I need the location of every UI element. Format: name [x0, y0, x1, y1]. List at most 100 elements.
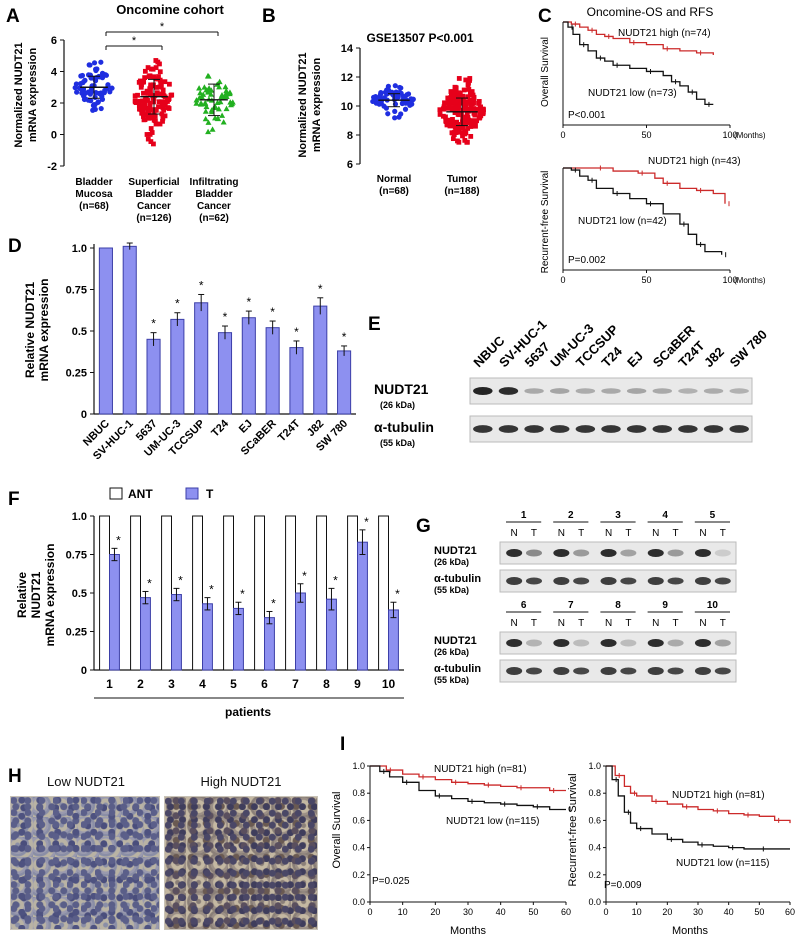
data-point [468, 124, 474, 129]
data-point [158, 83, 164, 89]
blot-band [525, 577, 543, 585]
y-tick-label: 0.4 [588, 843, 601, 853]
x-tick-label: 1 [106, 677, 113, 691]
group-label: (n=188) [444, 186, 479, 197]
data-point [209, 126, 216, 132]
y-tick-label: 12 [341, 72, 353, 84]
data-point [91, 60, 98, 66]
data-point [465, 139, 470, 145]
data-point [449, 130, 455, 136]
x-tick-label: 40 [496, 907, 506, 917]
sig-star: * [294, 325, 299, 339]
x-tick-label: 0 [603, 907, 608, 917]
data-point [145, 98, 150, 103]
patient-number: 1 [521, 510, 527, 521]
data-point [136, 79, 142, 85]
blot-band [667, 639, 684, 647]
data-point [452, 129, 458, 134]
data-point [142, 117, 148, 122]
group-label: Bladder [135, 189, 172, 200]
patient-number: 7 [568, 600, 574, 611]
panel-letter-d: D [8, 236, 22, 257]
blot-band [620, 639, 637, 647]
x-unit-label: (Months) [734, 276, 766, 285]
panel-c-rfs-plot: Recurrent-free Survival NUDT21 high (n=4… [540, 156, 766, 285]
data-point [148, 114, 154, 119]
data-point [455, 122, 461, 127]
data-point [460, 107, 465, 113]
data-point [444, 121, 450, 126]
x-tick-label: 30 [693, 907, 703, 917]
blot-row-sublabel: (26 kDa) [434, 557, 469, 567]
data-point [480, 106, 486, 112]
panel-i-rfs-pvalue: P=0.009 [604, 880, 642, 891]
y-tick-label: 6 [51, 35, 57, 47]
data-point [136, 103, 142, 108]
panel-d-ylabel-2: mRNA expression [37, 279, 51, 382]
data-point [392, 115, 398, 121]
sig-star: * [116, 533, 121, 547]
patient-number: 5 [710, 510, 716, 521]
y-tick-label: 1.0 [72, 511, 87, 523]
blot-band [647, 667, 664, 675]
blot-row-label: NUDT21 [374, 381, 429, 397]
sig-star: * [333, 573, 338, 587]
data-point [102, 72, 109, 78]
data-point [104, 85, 110, 91]
x-tick-label: 4 [199, 677, 206, 691]
blot-band [694, 549, 711, 557]
data-point [150, 66, 156, 72]
panel-c-os-low-label: NUDT21 low (n=73) [588, 88, 677, 99]
data-point [150, 95, 156, 100]
data-point [392, 83, 398, 89]
panel-c-rfs-pvalue: P=0.002 [568, 255, 606, 266]
data-point [83, 90, 89, 96]
data-point [219, 112, 226, 118]
bar [289, 347, 304, 415]
data-point [151, 74, 157, 80]
blot-band [626, 388, 647, 394]
data-point [135, 92, 140, 98]
data-point [212, 114, 219, 121]
data-point [144, 105, 150, 111]
blot-band [600, 667, 617, 675]
data-point [153, 107, 159, 113]
data-point [452, 106, 458, 111]
bar-ant [254, 515, 266, 671]
data-point [465, 125, 471, 131]
x-tick-label: 9 [354, 677, 361, 691]
y-tick-label: 2 [51, 98, 57, 110]
data-point [156, 74, 161, 79]
data-point [205, 128, 212, 135]
data-point [445, 117, 451, 123]
data-point [465, 94, 471, 100]
data-point [457, 90, 463, 96]
group-label: Cancer [197, 201, 231, 212]
blot-band [575, 425, 596, 433]
lane-n-label: N [511, 528, 518, 539]
x-tick-label: 30 [463, 907, 473, 917]
x-tick-label: T24 [209, 417, 232, 440]
lane-t-label: T [673, 528, 679, 539]
panel-i-rfs-low-label: NUDT21 low (n=115) [676, 858, 769, 869]
data-point [463, 77, 469, 83]
panel-c-title: Oncomine-OS and RFS [587, 5, 714, 19]
group-label: (n=62) [199, 213, 229, 224]
y-tick-label: 0.6 [588, 815, 601, 825]
data-point [441, 104, 447, 110]
x-tick-label: EJ [237, 418, 255, 436]
bar [313, 305, 328, 415]
blot-band [600, 577, 617, 585]
blot-band [473, 425, 493, 433]
data-point [398, 111, 404, 117]
blot-strip [499, 659, 737, 683]
data-point [159, 111, 165, 117]
panel-letter-b: B [262, 6, 276, 27]
data-point [154, 85, 159, 90]
panel-c-os-ylabel: Overall Survival [540, 37, 551, 107]
panel-letter-e: E [368, 314, 381, 335]
km-curve-high [563, 167, 726, 204]
patient-number: 3 [615, 510, 621, 521]
data-point [455, 138, 460, 144]
panel-i-os-pvalue: P=0.025 [372, 876, 410, 887]
